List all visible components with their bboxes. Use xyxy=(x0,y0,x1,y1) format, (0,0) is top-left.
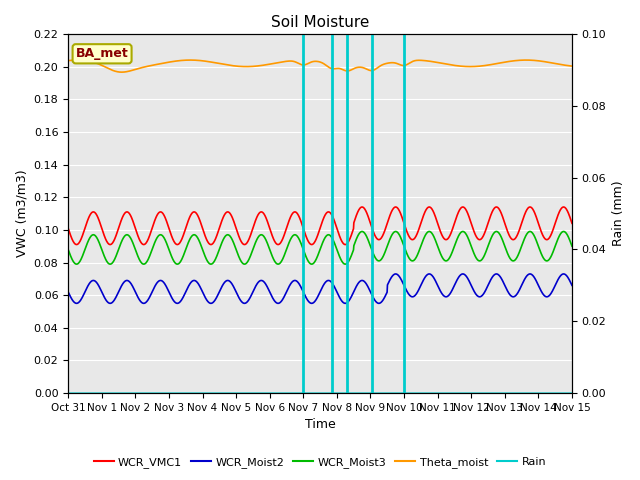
X-axis label: Time: Time xyxy=(305,419,335,432)
Y-axis label: Rain (mm): Rain (mm) xyxy=(612,181,625,246)
Title: Soil Moisture: Soil Moisture xyxy=(271,15,369,30)
Legend: WCR_VMC1, WCR_Moist2, WCR_Moist3, Theta_moist, Rain: WCR_VMC1, WCR_Moist2, WCR_Moist3, Theta_… xyxy=(89,452,551,472)
Text: BA_met: BA_met xyxy=(76,48,129,60)
Y-axis label: VWC (m3/m3): VWC (m3/m3) xyxy=(15,170,28,257)
